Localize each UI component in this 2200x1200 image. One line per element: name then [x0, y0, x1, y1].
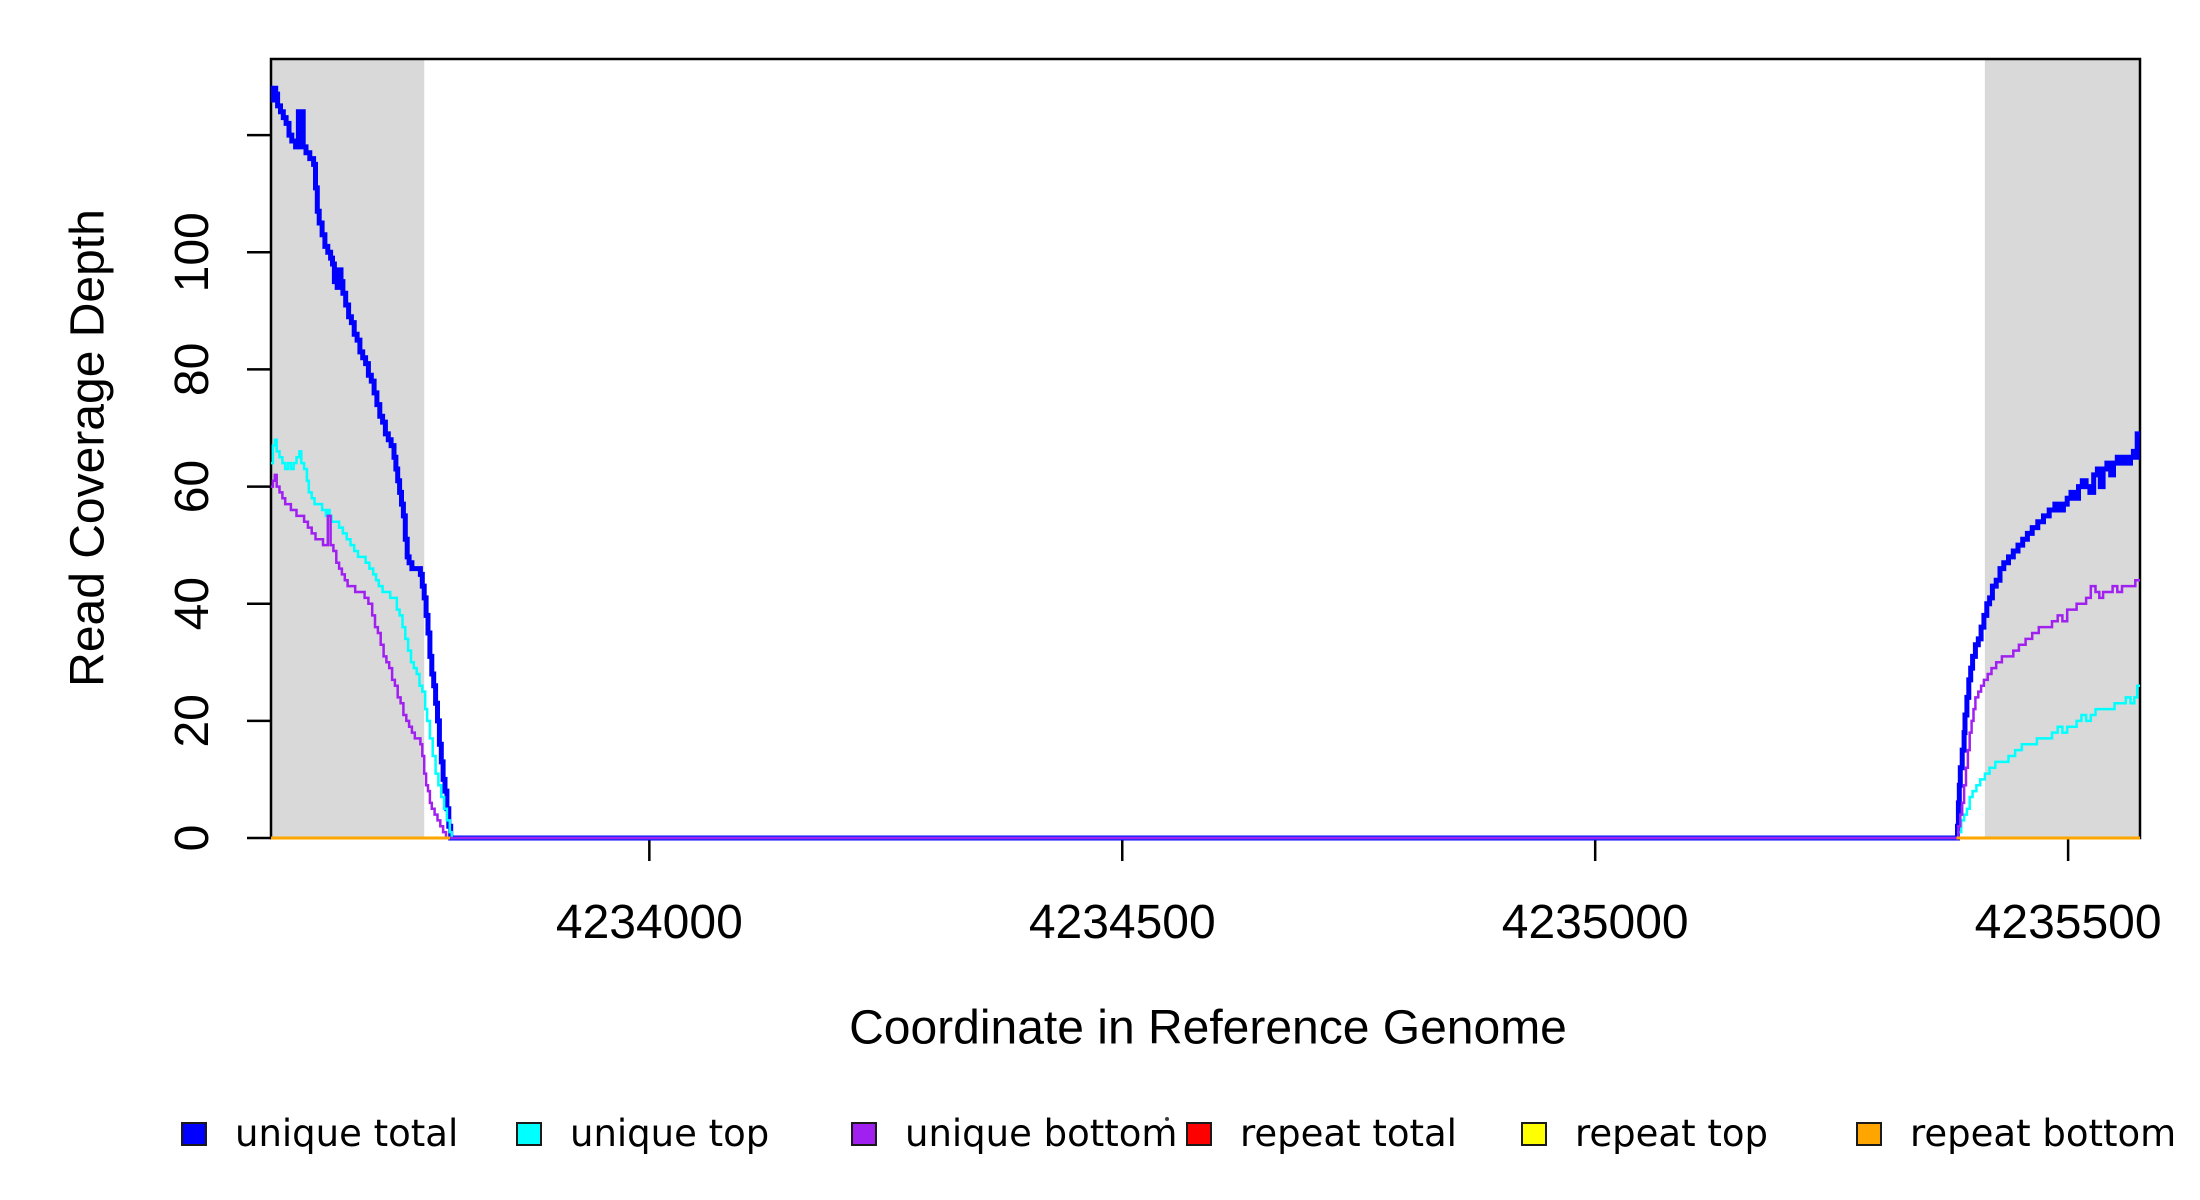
series-line-unique-bottom [271, 473, 2140, 840]
legend-swatch-unique-top [516, 1122, 542, 1146]
x-tick-label: 4234500 [1029, 896, 1216, 949]
shaded-region-right [1984, 59, 2140, 838]
series-line-unique-total [271, 85, 2140, 841]
x-tick-label: 4235500 [1975, 896, 2162, 949]
legend-swatch-unique-bottom [851, 1122, 877, 1146]
legend-swatch-repeat-bottom [1856, 1122, 1882, 1146]
x-axis-title: Coordinate in Reference Genome [849, 1001, 1567, 1055]
y-axis-title: Read Coverage Depth [61, 209, 115, 687]
legend-item-unique-top: unique top [516, 1112, 770, 1155]
shaded-region-left [271, 59, 425, 838]
series-line-unique-top [271, 438, 2140, 840]
legend-label: unique bottom [905, 1112, 1178, 1155]
x-tick-label: 4234000 [556, 896, 743, 949]
y-tick-label: 60 [166, 460, 219, 513]
legend-item-repeat-top: repeat top [1521, 1112, 1768, 1155]
legend-label: repeat total [1240, 1112, 1457, 1155]
legend-item-unique-bottom: unique bottom [851, 1112, 1178, 1155]
y-tick-label: 80 [166, 343, 219, 396]
plot-frame [269, 57, 2142, 840]
legend-label: repeat bottom [1910, 1112, 2177, 1155]
legend-artifact-dot [1165, 1117, 1169, 1121]
legend-item-repeat-bottom: repeat bottom [1856, 1112, 2177, 1155]
series-group [271, 85, 2140, 841]
legend-item-unique-total: unique total [181, 1112, 459, 1155]
y-tick-label: 40 [166, 577, 219, 630]
legend-label: unique top [570, 1112, 770, 1155]
legend-label: unique total [235, 1112, 459, 1155]
legend-swatch-repeat-total [1186, 1122, 1212, 1146]
y-tick-label: 20 [166, 694, 219, 747]
y-tick-label: 100 [166, 212, 219, 292]
legend-swatch-unique-total [181, 1122, 207, 1146]
x-tick-label: 4235000 [1502, 896, 1689, 949]
legend-item-repeat-total: repeat total [1186, 1112, 1457, 1155]
y-tick-label: 0 [166, 825, 219, 852]
legend-swatch-repeat-top [1521, 1122, 1547, 1146]
legend-label: repeat top [1575, 1112, 1768, 1155]
